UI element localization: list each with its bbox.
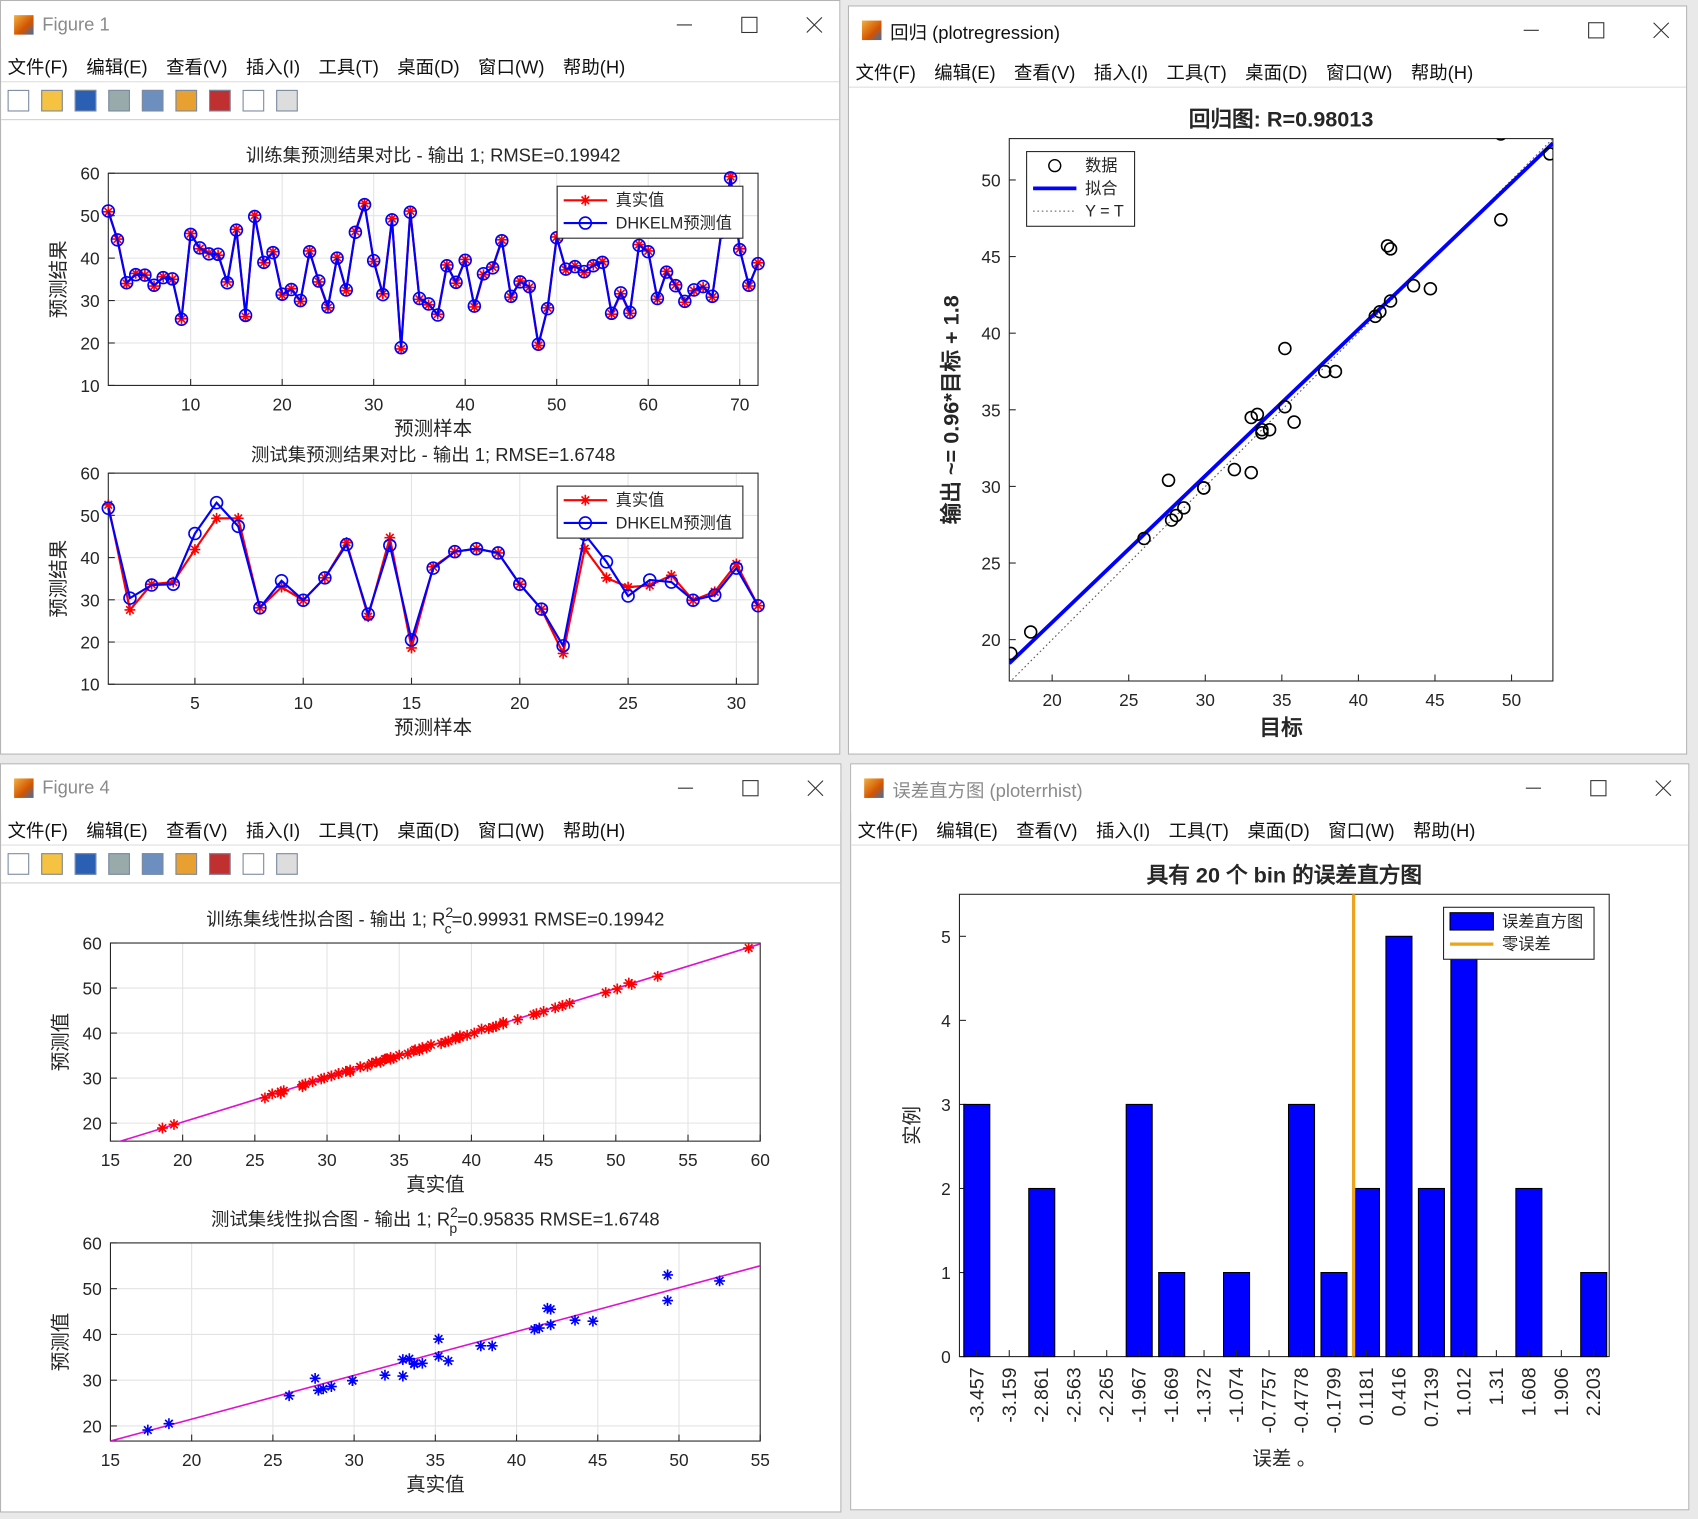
title-bar: Figure 4 xyxy=(1,764,841,813)
window-title: Figure 4 xyxy=(42,777,110,798)
window-title: 误差直方图 (ploterrhist) xyxy=(892,780,1083,801)
window-controls[interactable] xyxy=(656,764,840,812)
menu-bar: 文件(F) 编辑(E) 查看(V) 插入(I) 工具(T) 桌面(D) 窗口(W) 帮助(H) xyxy=(1,49,840,83)
menu-item[interactable]: 查看(V) xyxy=(1014,62,1076,83)
menu-item[interactable]: 帮助(H) xyxy=(1410,62,1474,83)
window: 误差直方图 (ploterrhist) 文件(F) 编辑(E) 查看(V) 插入(I)… xyxy=(850,763,1690,1511)
menu-bar: 文件(F) 编辑(E) 查看(V) 插入(I) 工具(T) 桌面(D) 窗口(W) 帮助(H) xyxy=(1,812,841,846)
tool-button[interactable] xyxy=(276,89,298,112)
menu-item[interactable]: 编辑(E) xyxy=(86,820,148,841)
toolbar xyxy=(1,82,840,121)
menu-item[interactable]: 查看(V) xyxy=(166,56,228,78)
tool-button[interactable] xyxy=(7,89,30,112)
menu-item[interactable]: 查看(V) xyxy=(166,820,228,841)
tool-button[interactable] xyxy=(175,853,198,875)
toolbar xyxy=(1,846,841,884)
menu-item[interactable]: 文件(F) xyxy=(855,62,916,83)
menu-item[interactable]: 文件(F) xyxy=(7,56,68,78)
window-controls[interactable] xyxy=(655,1,839,49)
menu-item[interactable]: 窗口(W) xyxy=(1325,62,1393,83)
menu-item[interactable]: 插入(I) xyxy=(1095,820,1151,841)
menu-item[interactable]: 工具(T) xyxy=(318,56,379,78)
menu-item[interactable]: 帮助(H) xyxy=(562,56,626,78)
menu-item[interactable]: 插入(I) xyxy=(1093,62,1149,83)
title-bar: Figure 1 xyxy=(1,1,840,49)
menu-item[interactable]: 工具(T) xyxy=(1166,62,1227,83)
menu-item[interactable]: 桌面(D) xyxy=(1247,820,1310,841)
tool-button[interactable] xyxy=(209,89,231,112)
menu-item[interactable]: 文件(F) xyxy=(857,820,919,841)
menu-item[interactable]: 桌面(D) xyxy=(397,56,460,78)
menu-item[interactable]: 窗口(W) xyxy=(1328,820,1395,841)
tool-button[interactable] xyxy=(242,89,265,112)
window: 回归 (plotregression) 文件(F) 编辑(E) 查看(V) 插入(I)… xyxy=(847,5,1688,755)
menu-bar: 文件(F) 编辑(E) 查看(V) 插入(I) 工具(T) 桌面(D) 窗口(W) 帮助(H) xyxy=(851,812,1689,846)
title-bar: 误差直方图 (ploterrhist) xyxy=(851,764,1689,813)
tool-button[interactable] xyxy=(175,89,198,112)
menu-item[interactable]: 工具(T) xyxy=(1168,820,1229,841)
menu-item[interactable]: 编辑(E) xyxy=(86,56,148,78)
menu-item[interactable]: 编辑(E) xyxy=(936,820,998,841)
tool-button[interactable] xyxy=(108,89,130,112)
window-controls[interactable] xyxy=(1504,764,1688,812)
menu-item[interactable]: 插入(I) xyxy=(245,56,301,78)
window: Figure 4 文件(F) 编辑(E) 查看(V) 插入(I) 工具(T) 桌面(D) 窗… xyxy=(0,763,842,1513)
menu-item[interactable]: 编辑(E) xyxy=(934,62,996,83)
menu-item[interactable]: 桌面(D) xyxy=(397,820,460,841)
menu-item[interactable]: 窗口(W) xyxy=(478,56,545,78)
window-controls[interactable] xyxy=(1502,6,1686,54)
menu-item[interactable]: 桌面(D) xyxy=(1245,62,1308,83)
tool-button[interactable] xyxy=(7,853,30,875)
tool-button[interactable] xyxy=(141,89,164,112)
menu-item[interactable]: 帮助(H) xyxy=(1412,820,1476,841)
tool-button[interactable] xyxy=(41,853,63,875)
tool-button[interactable] xyxy=(141,853,164,875)
tool-button[interactable] xyxy=(209,853,231,875)
menu-item[interactable]: 文件(F) xyxy=(7,820,68,841)
menu-item[interactable]: 插入(I) xyxy=(245,820,301,841)
title-bar: 回归 (plotregression) xyxy=(849,6,1687,55)
tool-button[interactable] xyxy=(108,853,130,875)
window-title: Figure 1 xyxy=(42,14,110,35)
tool-button[interactable] xyxy=(242,853,265,875)
menu-item[interactable]: 工具(T) xyxy=(318,820,379,841)
tool-button[interactable] xyxy=(74,853,97,875)
menu-item[interactable]: 帮助(H) xyxy=(562,820,626,841)
menu-item[interactable]: 查看(V) xyxy=(1016,820,1078,841)
tool-button[interactable] xyxy=(276,853,298,875)
window-title: 回归 (plotregression) xyxy=(890,22,1060,43)
tool-button[interactable] xyxy=(41,89,63,112)
window: Figure 1 文件(F) 编辑(E) 查看(V) 插入(I) 工具(T) 桌面(D) 窗… xyxy=(0,0,841,755)
menu-item[interactable]: 窗口(W) xyxy=(478,820,545,841)
tool-button[interactable] xyxy=(74,89,97,112)
menu-bar: 文件(F) 编辑(E) 查看(V) 插入(I) 工具(T) 桌面(D) 窗口(W) 帮助(H) xyxy=(849,54,1687,88)
